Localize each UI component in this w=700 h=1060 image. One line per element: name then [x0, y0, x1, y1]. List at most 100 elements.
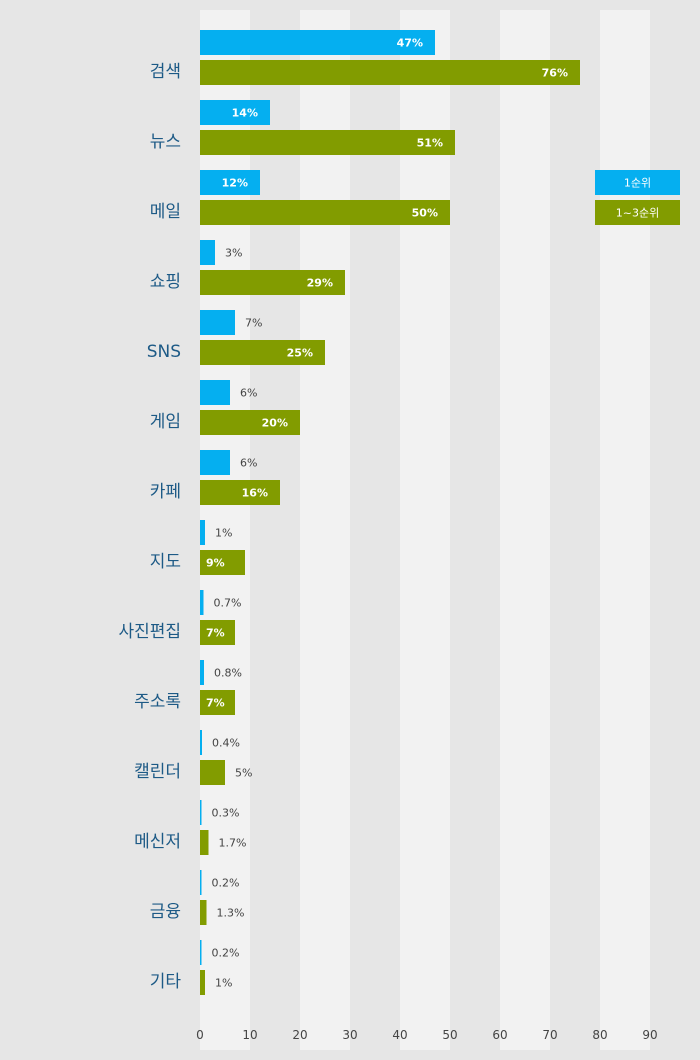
category-label: 기타	[150, 972, 182, 992]
x-tick-label: 90	[642, 1028, 657, 1042]
data-label: 1%	[215, 977, 232, 990]
data-label: 1%	[215, 527, 232, 540]
category-row: 주소록 0.8% 7%	[134, 660, 242, 715]
background-band	[550, 10, 600, 1050]
data-label: 1.3%	[217, 907, 245, 920]
category-row: 메일 12% 50%	[150, 170, 450, 225]
legend-label: 1~3순위	[616, 207, 659, 220]
data-label: 50%	[412, 207, 438, 220]
category-label: 주소록	[134, 692, 181, 712]
data-label: 0.3%	[212, 807, 240, 820]
data-label: 0.2%	[212, 877, 240, 890]
category-label: 캘린더	[134, 762, 181, 782]
background-band	[500, 10, 550, 1050]
category-label: 뉴스	[150, 132, 181, 152]
bar-rank1to3	[200, 480, 280, 505]
background-band	[450, 10, 500, 1050]
data-label: 14%	[232, 107, 258, 120]
category-label: 카페	[150, 482, 181, 502]
bar-rank1to3	[200, 130, 455, 155]
bar-rank1to3	[200, 830, 209, 855]
category-label: 쇼핑	[150, 272, 181, 292]
category-label: 지도	[150, 552, 181, 572]
x-axis-ticks: 0 10 20 30 40 50 60 70 80 90	[196, 1028, 657, 1042]
legend-label: 1순위	[624, 177, 651, 190]
legend-swatch	[595, 200, 680, 225]
category-label: 메신저	[134, 832, 181, 852]
background-band	[350, 10, 400, 1050]
bar-rank1	[200, 730, 202, 755]
background-band	[650, 10, 700, 1050]
category-row: 카페 6% 16%	[150, 450, 280, 505]
bar-rank1to3	[200, 340, 325, 365]
bar-rank1to3	[200, 900, 207, 925]
category-label: 메일	[150, 202, 181, 222]
category-row: 게임 6% 20%	[150, 380, 300, 435]
category-row: 뉴스 14% 51%	[150, 100, 455, 155]
category-label: SNS	[147, 342, 181, 362]
bar-rank1to3	[200, 690, 235, 715]
x-tick-label: 10	[242, 1028, 257, 1042]
category-label: 사진편집	[118, 622, 181, 642]
x-tick-label: 50	[442, 1028, 457, 1042]
bar-rank1	[200, 380, 230, 405]
legend-swatch	[595, 170, 680, 195]
background-bands	[200, 10, 700, 1050]
background-band	[400, 10, 450, 1050]
category-label: 금융	[150, 902, 181, 922]
category-row: 금융 0.2% 1.3%	[150, 870, 245, 925]
category-row: 사진편집 0.7% 7%	[118, 590, 241, 645]
x-tick-label: 30	[342, 1028, 357, 1042]
background-band	[600, 10, 650, 1050]
bar-rank1	[200, 590, 204, 615]
data-label: 5%	[235, 767, 252, 780]
bar-rank1to3	[200, 410, 300, 435]
bar-rank1to3	[200, 60, 580, 85]
data-label: 0.8%	[214, 667, 242, 680]
bar-rank1to3	[200, 270, 345, 295]
bar-rank1to3	[200, 200, 450, 225]
data-label: 6%	[240, 457, 257, 470]
data-label: 7%	[206, 697, 225, 710]
category-row: 쇼핑 3% 29%	[150, 240, 345, 295]
bar-rank1to3	[200, 970, 205, 995]
bar-rank1	[200, 660, 204, 685]
bar-rank1	[200, 450, 230, 475]
data-label: 16%	[242, 487, 268, 500]
bar-rank1	[200, 310, 235, 335]
bar-rank1	[200, 30, 435, 55]
data-label: 6%	[240, 387, 257, 400]
bar-rank1to3	[200, 760, 225, 785]
category-row: 검색 47% 76%	[150, 30, 580, 85]
x-tick-label: 40	[392, 1028, 407, 1042]
bar-rank1	[200, 800, 202, 825]
data-label: 47%	[397, 37, 423, 50]
data-label: 9%	[206, 557, 225, 570]
category-label: 검색	[150, 62, 181, 82]
data-label: 29%	[307, 277, 333, 290]
bar-rank1	[200, 870, 202, 895]
data-label: 3%	[225, 247, 242, 260]
data-label: 12%	[222, 177, 248, 190]
x-tick-label: 70	[542, 1028, 557, 1042]
bar-rank1	[200, 100, 270, 125]
x-tick-label: 0	[196, 1028, 204, 1042]
x-tick-label: 20	[292, 1028, 307, 1042]
bar-rank1	[200, 170, 260, 195]
data-label: 20%	[262, 417, 288, 430]
category-row: 메신저 0.3% 1.7%	[134, 800, 246, 855]
data-label: 1.7%	[219, 837, 247, 850]
bar-rank1	[200, 240, 215, 265]
data-label: 0.7%	[214, 597, 242, 610]
data-label: 25%	[287, 347, 313, 360]
x-tick-label: 60	[492, 1028, 507, 1042]
data-label: 0.2%	[212, 947, 240, 960]
bar-rank1	[200, 940, 202, 965]
data-label: 51%	[417, 137, 443, 150]
bar-rank1to3	[200, 620, 235, 645]
data-label: 0.4%	[212, 737, 240, 750]
bar-rank1	[200, 520, 205, 545]
category-row: 지도 1% 9%	[150, 520, 245, 575]
background-band	[250, 10, 300, 1050]
